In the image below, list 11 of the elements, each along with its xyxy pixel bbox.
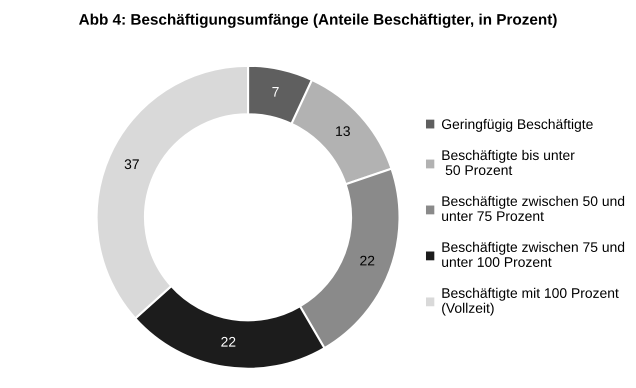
legend-label: Beschäftigte zwischen 75 und unter 100 Prozent bbox=[442, 242, 624, 267]
legend-label: Beschäftigte mit 100 Prozent (Vollzeit) bbox=[442, 288, 619, 316]
chart-title: Abb 4: Beschäftigungsumfänge (Anteile Beschäftigter, in Prozent) bbox=[79, 14, 557, 28]
data-label: 37 bbox=[124, 159, 139, 170]
legend-label: Geringfügig Beschäftigte bbox=[442, 118, 593, 132]
data-label: 22 bbox=[360, 256, 374, 266]
legend-label: Beschäftigte zwischen 50 und unter 75 Prozent bbox=[442, 196, 624, 222]
data-label: 13 bbox=[336, 126, 350, 136]
data-label: 7 bbox=[272, 87, 279, 97]
legend-label: Beschäftigte bis unter 50 Prozent bbox=[442, 150, 575, 176]
data-label: 22 bbox=[221, 336, 236, 347]
